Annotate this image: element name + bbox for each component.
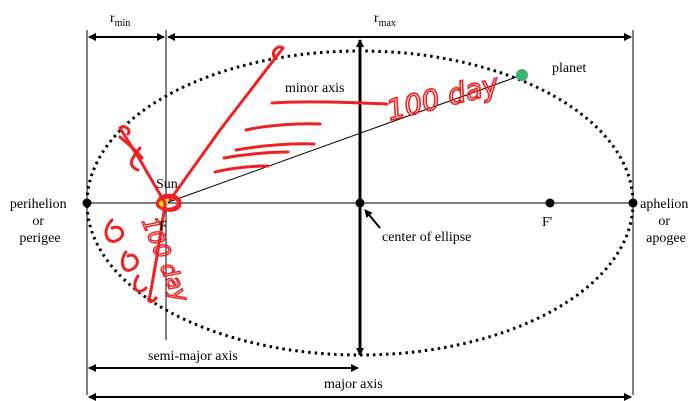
planet-dot [516,69,528,81]
sun-label: Sun [156,177,178,192]
rmin-label: rmin [110,11,130,29]
semi-major-axis-label: semi-major axis [148,349,238,364]
ink-line-5 [213,164,270,174]
perihelion-label: perihelion or perigee [10,197,70,246]
ink-lower-scribble [104,218,148,293]
rmax-label: rmax [374,11,396,29]
ink-text-100-day-right: 100 day [383,67,502,127]
ink-line-2 [244,122,322,132]
ink-lower-stroke [147,203,167,304]
aphelion-label: aphelion or apogee [640,197,692,246]
focus-left-label: F [159,219,167,234]
focus-right-label: F' [542,215,552,230]
radius-vector-line [165,74,523,204]
perihelion-point [82,198,92,208]
ink-line-3 [234,142,316,152]
aphelion-point [628,198,638,208]
ink-sun-scribble [155,193,182,212]
ink-stroke-upper-left [118,125,167,205]
ink-line-4 [222,150,290,160]
focus-right-point [545,198,555,208]
center-pointer-arrow [364,209,381,229]
planet-label: planet [552,61,586,76]
ink-seven [118,135,144,172]
ink-line-1 [270,100,389,106]
minor-axis-label: minor axis [285,81,345,96]
major-axis-label: major axis [324,377,383,392]
ink-long-stroke [168,45,285,202]
center-label: center of ellipse [382,230,471,245]
center-point [355,198,365,208]
